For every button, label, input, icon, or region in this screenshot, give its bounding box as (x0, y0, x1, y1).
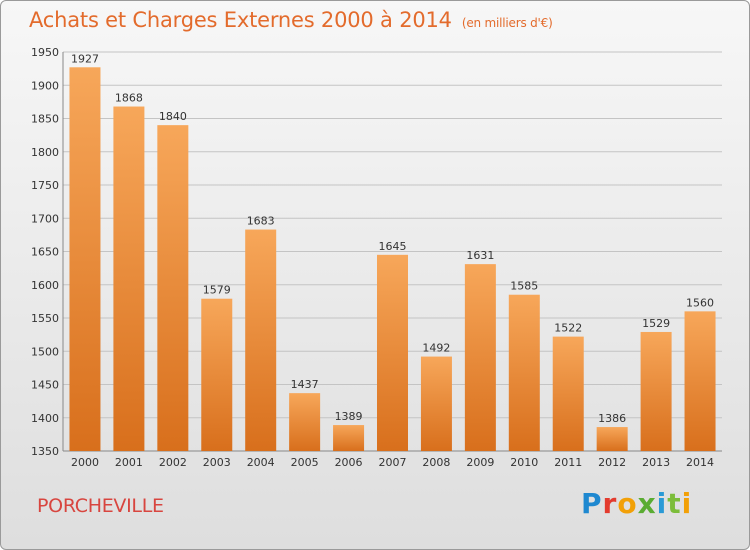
data-label-2002: 1840 (159, 110, 187, 123)
y-tick-label: 1600 (31, 279, 59, 292)
y-tick-label: 1850 (31, 113, 59, 126)
bar-2002 (157, 125, 189, 452)
data-label-2007: 1645 (379, 240, 407, 253)
chart-title: Achats et Charges Externes 2000 à 2014 (e… (29, 8, 553, 32)
y-tick-label: 1950 (31, 46, 59, 59)
y-tick-label: 1550 (31, 312, 59, 325)
data-label-2011: 1522 (554, 322, 582, 335)
data-label-2008: 1492 (422, 342, 450, 355)
x-tick-label: 2011 (554, 456, 582, 469)
proxiti-logo: Proxiti (581, 487, 693, 520)
y-tick-label: 1450 (31, 379, 59, 392)
place-name: PORCHEVILLE (37, 495, 164, 517)
x-tick-label: 2010 (510, 456, 538, 469)
bar-2007 (377, 254, 408, 451)
data-label-2004: 1683 (247, 215, 275, 228)
x-tick-label: 2003 (203, 456, 231, 469)
x-tick-label: 2012 (598, 456, 626, 469)
bar-2004 (245, 229, 277, 451)
bar-2003 (201, 298, 233, 451)
x-tick-label: 2014 (686, 456, 714, 469)
bar-2001 (113, 106, 145, 451)
data-label-2014: 1560 (686, 296, 714, 309)
data-label-2009: 1631 (466, 249, 494, 262)
bar-2011 (552, 336, 584, 451)
data-labels: 1927 1868 1840 1579 1683 1437 1389 1645 1492 1631… (71, 52, 714, 425)
data-label-2005: 1437 (291, 378, 319, 391)
y-tick-label: 1800 (31, 146, 59, 159)
bar-2008 (420, 356, 452, 451)
x-tick-label: 2008 (422, 456, 450, 469)
x-tick-label: 2005 (291, 456, 319, 469)
y-tick-label: 1750 (31, 179, 59, 192)
data-label-2010: 1585 (510, 280, 538, 293)
x-tick-label: 2001 (115, 456, 143, 469)
bar-2005 (289, 393, 321, 451)
y-tick-label: 1900 (31, 79, 59, 92)
x-tick-label: 2004 (247, 456, 275, 469)
data-label-2006: 1389 (335, 410, 363, 423)
x-tick-label: 2009 (466, 456, 494, 469)
chart-subtitle: (en milliers d'€) (461, 16, 553, 30)
x-tick-label: 2000 (71, 456, 99, 469)
bar-2014 (684, 311, 716, 451)
x-tick-label: 2007 (379, 456, 407, 469)
bars (69, 67, 716, 452)
x-tick-label: 2013 (642, 456, 670, 469)
bar-2006 (333, 425, 365, 451)
y-tick-label: 1500 (31, 345, 59, 358)
bar-2009 (464, 264, 496, 451)
y-tick-label: 1700 (31, 212, 59, 225)
data-label-2000: 1927 (71, 52, 99, 65)
data-label-2012: 1386 (598, 412, 626, 425)
bar-2012 (596, 427, 628, 451)
data-label-2003: 1579 (203, 284, 231, 297)
data-label-2013: 1529 (642, 317, 670, 330)
bar-2000 (69, 67, 101, 452)
y-tick-label: 1650 (31, 246, 59, 259)
data-label-2001: 1868 (115, 92, 143, 105)
tick-labels: 1350 1400 1450 1500 1550 1600 1650 1700 1750 1800… (31, 46, 714, 469)
bar-2013 (640, 331, 672, 451)
x-tick-label: 2002 (159, 456, 187, 469)
y-tick-label: 1400 (31, 412, 59, 425)
y-tick-label: 1350 (31, 445, 59, 458)
chart-title-text: Achats et Charges Externes 2000 à 2014 (29, 8, 452, 32)
x-tick-label: 2006 (335, 456, 363, 469)
bar-2010 (508, 294, 540, 451)
